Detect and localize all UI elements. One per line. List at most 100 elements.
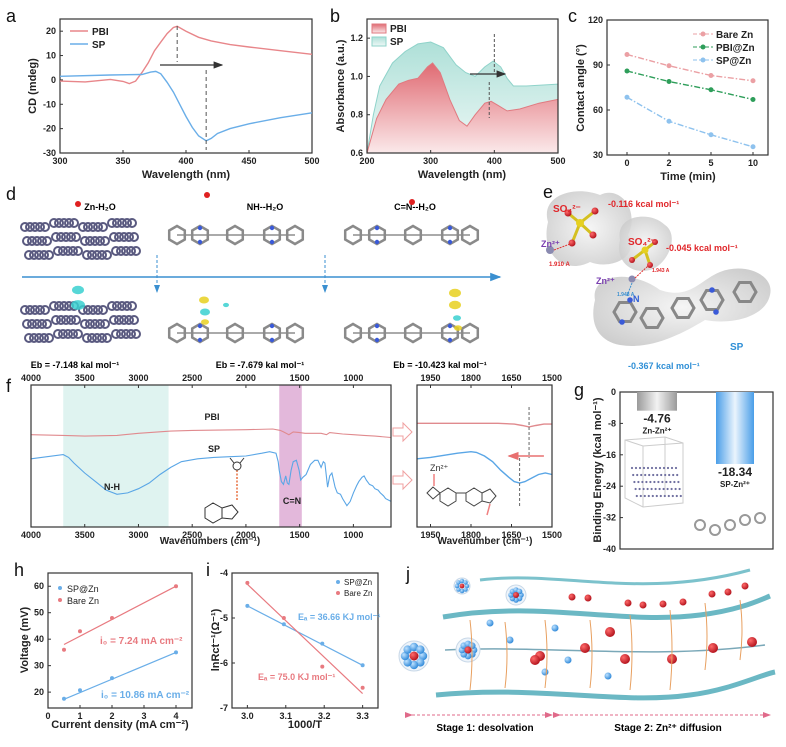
x-tick-label: 500 — [550, 156, 565, 166]
y-tick-label: 60 — [593, 105, 603, 115]
j-stage2-label: Stage 2: Zn²⁺ diffusion — [614, 723, 722, 734]
x-tick-label: 1800 — [461, 530, 481, 540]
panel-label-c: c — [568, 6, 577, 26]
charge-density-lobe — [449, 300, 461, 310]
x-tick-label: 3 — [141, 711, 146, 721]
y-tick-label: 0.8 — [350, 110, 363, 120]
x-tick-label: 2 — [109, 711, 114, 721]
spectrum-pbi — [417, 422, 552, 428]
benzimidazole-water-structure — [204, 457, 245, 524]
y-tick-label: -7 — [220, 703, 228, 713]
x-tick-label: 3000 — [128, 530, 148, 540]
charge-density-lobe — [71, 300, 85, 310]
bar-value-label: -4.76 — [643, 412, 671, 426]
spectrum-pbi — [30, 428, 392, 439]
x-axis-title: 1000/T — [288, 719, 323, 731]
legend-label: SP@Zn — [716, 56, 751, 67]
x-tick-label: 300 — [423, 156, 438, 166]
water-molecule — [409, 199, 415, 205]
x-tick-label: 10 — [748, 158, 758, 168]
x-tick-label: 3.1 — [280, 711, 293, 721]
legend-marker — [336, 591, 340, 595]
x-tick-label-top: 1800 — [461, 373, 481, 383]
panel-label-g: g — [574, 380, 584, 400]
charge-density-lobe — [449, 288, 461, 298]
y-tick-label: 30 — [34, 661, 44, 671]
band-label-cn: C=N — [283, 496, 301, 506]
d-title-nh-h2o: NH--H₂O — [247, 202, 284, 212]
legend-label: Bare Zn — [716, 30, 753, 41]
x-axis-title: Current density (mA cm⁻²) — [51, 719, 189, 731]
x-tick-label-top: 1000 — [343, 373, 363, 383]
data-point — [708, 73, 714, 78]
data-point — [624, 52, 630, 57]
molecule-cn-bottom — [343, 322, 480, 344]
line-sp — [59, 70, 313, 142]
legend-label: SP@Zn — [344, 578, 372, 587]
panel-label-i: i — [206, 560, 210, 580]
y-tick-label: 20 — [34, 687, 44, 697]
panel-label-e: e — [543, 182, 553, 202]
x-tick-label-top: 4000 — [21, 373, 41, 383]
charge-density-lobe — [201, 319, 209, 325]
e-so4-label-1: SO₄²⁻ — [553, 204, 581, 215]
y-tick-label: -10 — [43, 99, 56, 109]
legend-marker — [700, 31, 706, 37]
chart-c-frame — [606, 19, 769, 156]
panel-label-j: j — [405, 564, 410, 584]
x-tick-label: 3.0 — [241, 711, 254, 721]
legend-swatch — [371, 23, 387, 34]
y-axis-title: Absorbance (a.u.) — [335, 39, 347, 132]
panel-label-b: b — [330, 6, 340, 26]
panel-label-d: d — [6, 184, 16, 204]
bar-value-label: -18.34 — [718, 465, 752, 479]
data-point — [174, 584, 178, 589]
y-tick-label: -40 — [603, 544, 616, 554]
bar-category-label: Zn-Zn²⁺ — [642, 427, 671, 436]
spectrum-sp — [30, 451, 392, 507]
zn-slab — [20, 218, 141, 260]
y-tick-label: 1.2 — [350, 33, 363, 43]
y-tick-label: -8 — [608, 418, 616, 428]
charge-density-lobe — [453, 315, 461, 321]
charge-density-lobe — [200, 308, 210, 316]
x-axis-title: Wavenumber (cm⁻¹) — [438, 536, 533, 547]
e-energy-3: -0.367 kcal mol⁻¹ — [628, 361, 700, 371]
chart-b-frame — [366, 18, 559, 154]
data-point — [360, 663, 365, 668]
data-point — [281, 622, 286, 627]
x-tick-label-top: 1500 — [542, 373, 562, 383]
x-tick-label-top: 1500 — [290, 373, 310, 383]
data-point — [750, 97, 756, 102]
x-tick-label: 2500 — [182, 530, 202, 540]
j-stage1-label: Stage 1: desolvation — [436, 723, 533, 734]
y-axis-title: Binding Energy (kcal mol⁻¹) — [592, 397, 604, 542]
y-tick-label: -5 — [220, 613, 228, 623]
y-axis-title: lnRct⁻¹(Ω⁻¹) — [210, 608, 222, 671]
y-tick-label: -6 — [220, 658, 228, 668]
chart-f-inset-frame — [416, 384, 553, 528]
chart-g-frame — [619, 391, 774, 550]
y-axis-title: Voltage (mV) — [19, 606, 31, 673]
x-axis-title: Time (min) — [660, 171, 716, 183]
y-tick-label: 50 — [34, 608, 44, 618]
x-tick-label: 1950 — [420, 530, 440, 540]
x-tick-label: 0 — [624, 158, 629, 168]
x-tick-label-top: 3000 — [128, 373, 148, 383]
e-so4-molecule-1 — [546, 207, 599, 254]
sp-zn-water-structure: Zn²⁺ — [426, 463, 497, 516]
molecule-nh-top — [167, 224, 305, 246]
j-fiber-2 — [442, 593, 771, 620]
data-point — [174, 650, 178, 655]
x-tick-label: 400 — [487, 156, 502, 166]
y-tick-label: 0 — [51, 75, 56, 85]
charge-density-lobe — [454, 325, 462, 331]
data-point — [708, 132, 714, 138]
panel-e-binding-model: SO₄²⁻ -0.116 kcal mol⁻¹ Zn²⁺ 1.910 A SO₄… — [541, 191, 771, 371]
i0-bare: i₀ = 7.24 mA cm⁻² — [100, 636, 183, 647]
line-pbi-zn — [626, 70, 754, 101]
x-axis-title: Wavelength (nm) — [418, 169, 507, 181]
panel-label-a: a — [6, 6, 17, 26]
x-tick-label: 500 — [304, 156, 319, 166]
x-tick-label-top: 2000 — [236, 373, 256, 383]
